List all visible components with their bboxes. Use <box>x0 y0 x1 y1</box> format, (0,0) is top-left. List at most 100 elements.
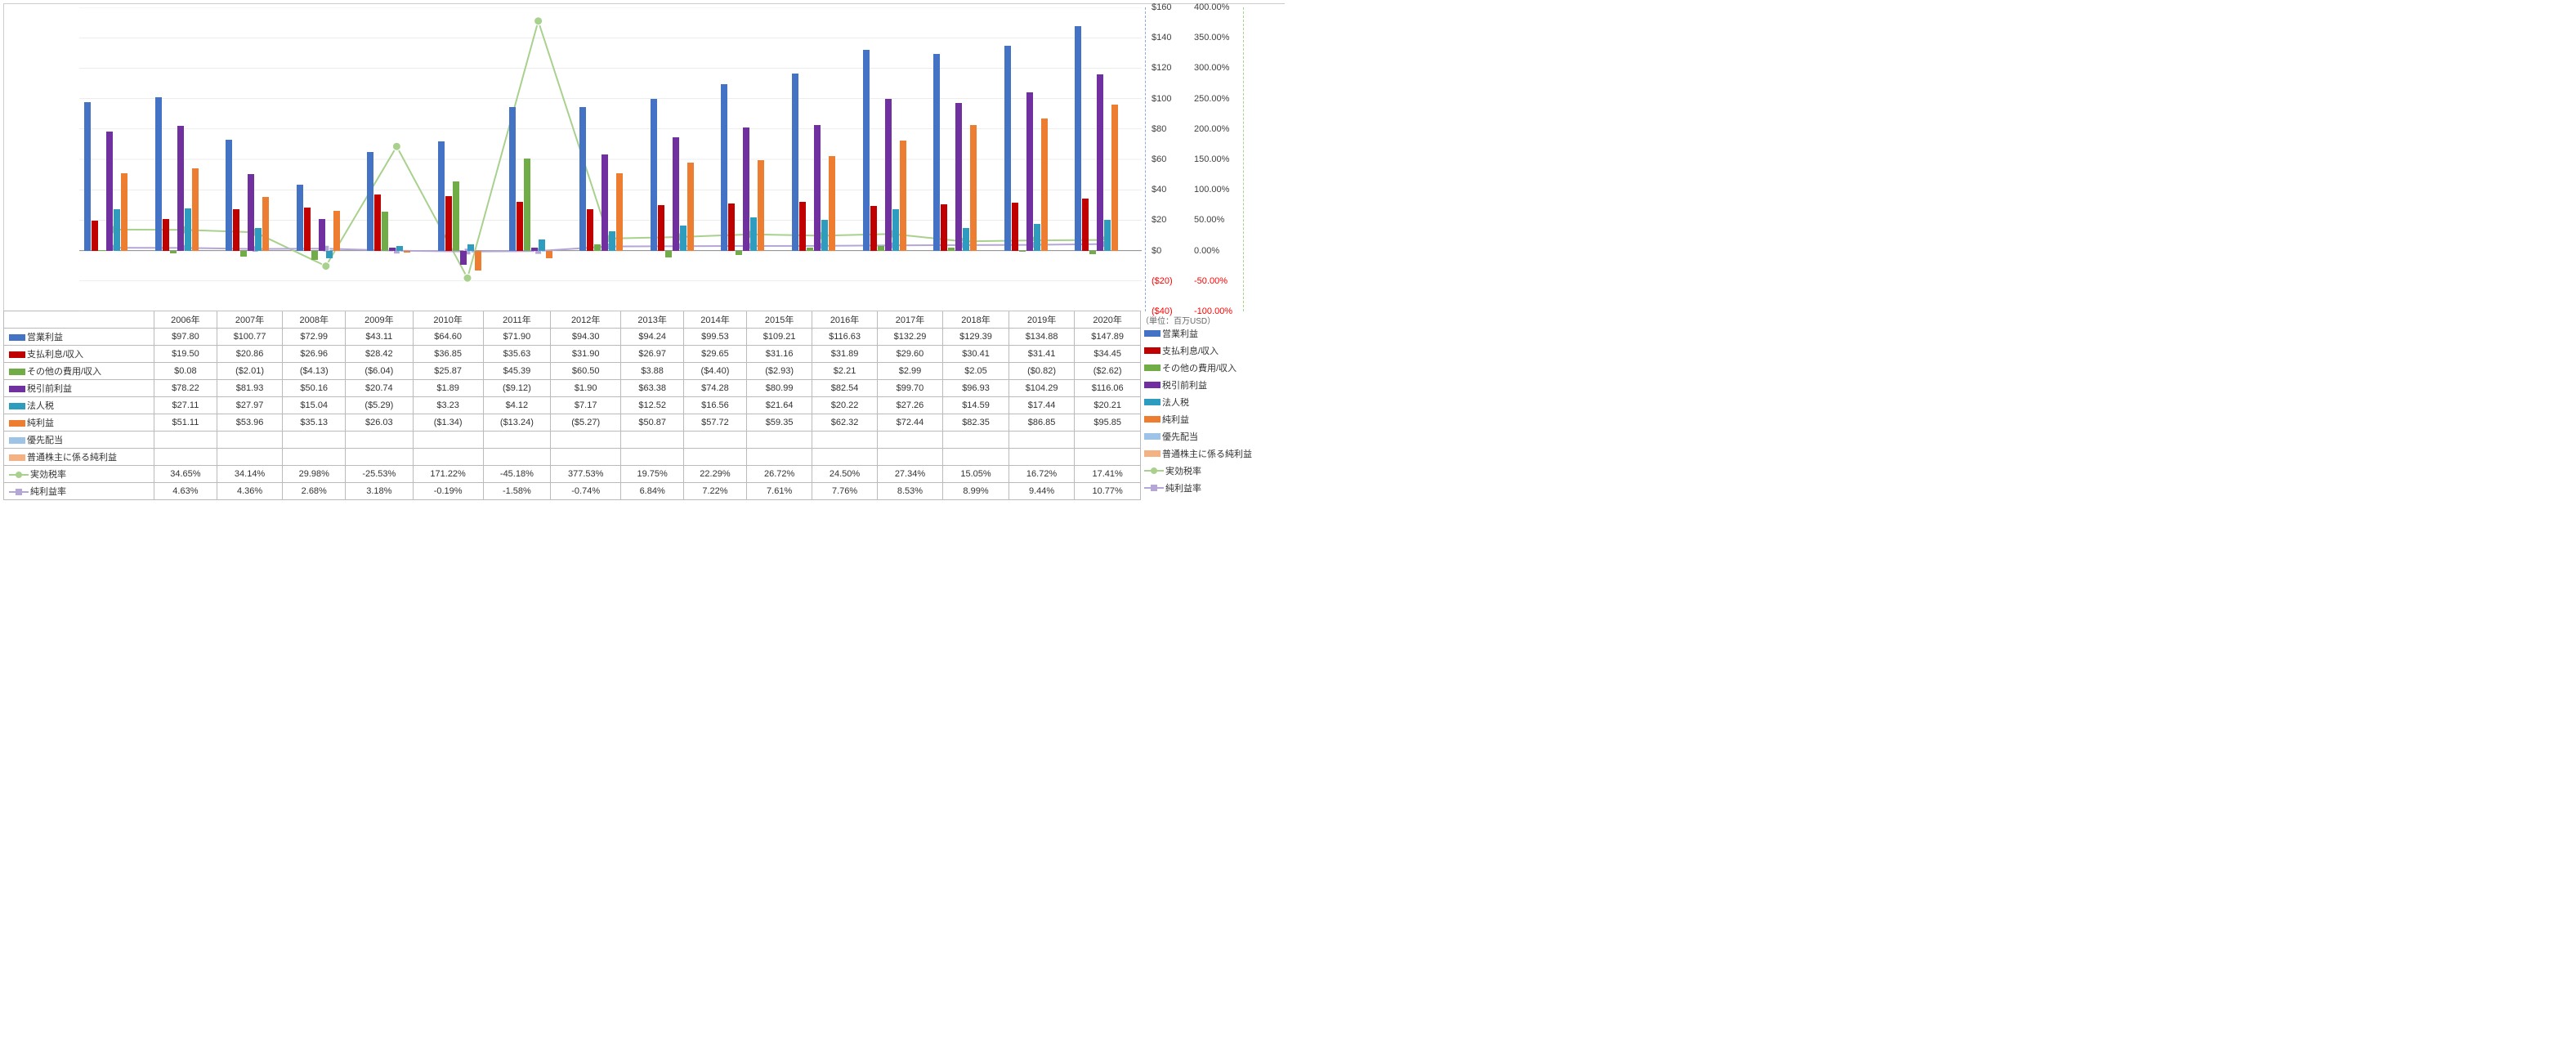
axis-right-tick: 150.00% <box>1194 154 1229 164</box>
data-cell: -25.53% <box>346 466 413 483</box>
series-label: 純利益率 <box>4 483 154 500</box>
data-cell: $30.41 <box>943 346 1009 363</box>
axis-left-tick: $60 <box>1152 154 1166 164</box>
data-cell: 17.41% <box>1075 466 1141 483</box>
legend-item-tax: 法人税 <box>1144 394 1283 410</box>
legend-label: 支払利息/収入 <box>1162 344 1219 357</box>
data-cell: -1.58% <box>483 483 550 500</box>
data-cell: $26.97 <box>621 346 684 363</box>
legend-label: 純利益 <box>1162 413 1189 426</box>
bar-ebt <box>673 137 679 250</box>
axis-left-tick: $0 <box>1152 246 1161 256</box>
data-cell: $3.23 <box>413 397 483 414</box>
bar-ni <box>475 251 481 271</box>
axis-right-labels: -100.00%-50.00%0.00%50.00%100.00%150.00%… <box>1191 4 1240 311</box>
bar-ebt <box>177 126 184 250</box>
legend-label: 実効税率 <box>1165 464 1201 477</box>
bar-tax <box>1034 224 1040 250</box>
bar-oth <box>665 251 672 257</box>
data-cell: 16.72% <box>1008 466 1075 483</box>
data-cell: 4.63% <box>154 483 217 500</box>
legend-swatch-icon <box>1144 382 1161 388</box>
data-cell: $82.54 <box>812 380 877 397</box>
year-header: 2012年 <box>551 311 621 329</box>
data-cell: $51.11 <box>154 414 217 432</box>
bar-int <box>517 202 523 250</box>
legend-label: 優先配当 <box>1162 430 1198 443</box>
data-cell <box>621 432 684 449</box>
data-cell: ($4.13) <box>283 363 346 380</box>
data-cell <box>483 449 550 466</box>
legend-label: 普通株主に係る純利益 <box>1162 447 1252 460</box>
bar-ebt <box>814 125 821 251</box>
bar-tax <box>185 208 191 251</box>
chart-container: ($40)($20)$0$20$40$60$80$100$120$140$160… <box>0 0 1288 503</box>
bar-op <box>792 74 798 251</box>
legend-item-npm: 純利益率 <box>1144 480 1283 496</box>
bar-int <box>941 204 947 251</box>
legend-swatch-icon <box>1144 450 1161 457</box>
data-cell: $36.85 <box>413 346 483 363</box>
data-cell: $31.41 <box>1008 346 1075 363</box>
bar-tax <box>326 251 333 259</box>
axis-left-line <box>1145 7 1146 311</box>
legend-item-ni: 純利益 <box>1144 411 1283 427</box>
data-cell: 34.14% <box>217 466 283 483</box>
bar-int <box>799 202 806 250</box>
legend-label: その他の費用/収入 <box>1162 361 1237 374</box>
data-cell: $12.52 <box>621 397 684 414</box>
data-cell: $60.50 <box>551 363 621 380</box>
data-cell: $29.65 <box>684 346 747 363</box>
data-cell: $31.89 <box>812 346 877 363</box>
data-cell: -45.18% <box>483 466 550 483</box>
bar-ebt <box>1026 92 1033 251</box>
data-cell: 19.75% <box>621 466 684 483</box>
data-cell: 4.36% <box>217 483 283 500</box>
bar-ni <box>192 168 199 250</box>
legend-label: 税引前利益 <box>1162 378 1207 391</box>
table-row-op: 営業利益$97.80$100.77$72.99$43.11$64.60$71.9… <box>4 329 1141 346</box>
bar-ni <box>1041 119 1048 251</box>
data-cell: $86.85 <box>1008 414 1075 432</box>
bar-int <box>587 209 593 250</box>
data-cell: $57.72 <box>684 414 747 432</box>
bar-int <box>304 208 311 251</box>
series-label: 営業利益 <box>4 329 154 346</box>
legend-item-int: 支払利息/収入 <box>1144 342 1283 359</box>
data-cell: $35.13 <box>283 414 346 432</box>
data-cell: $14.59 <box>943 397 1009 414</box>
bar-ni <box>1111 105 1118 250</box>
bar-ni <box>829 156 835 251</box>
data-cell: ($6.04) <box>346 363 413 380</box>
bar-tax <box>609 231 615 250</box>
data-cell: $0.08 <box>154 363 217 380</box>
bar-tax <box>114 209 120 250</box>
data-cell: $15.04 <box>283 397 346 414</box>
data-cell <box>1008 432 1075 449</box>
data-cell <box>812 432 877 449</box>
data-cell: $25.87 <box>413 363 483 380</box>
data-cell: $116.06 <box>1075 380 1141 397</box>
data-cell: $134.88 <box>1008 329 1075 346</box>
data-cell: 7.61% <box>746 483 812 500</box>
bar-oth <box>453 181 459 250</box>
legend-item-com: 普通株主に係る純利益 <box>1144 445 1283 462</box>
bar-op <box>226 140 232 251</box>
data-cell: $26.03 <box>346 414 413 432</box>
bar-ni <box>970 125 977 250</box>
bar-int <box>163 219 169 251</box>
series-label: 支払利息/収入 <box>4 346 154 363</box>
axis-left-tick: $140 <box>1152 33 1171 42</box>
data-cell: 171.22% <box>413 466 483 483</box>
bar-oth <box>878 246 884 251</box>
bar-tax <box>750 217 757 250</box>
data-cell: $19.50 <box>154 346 217 363</box>
data-cell <box>154 432 217 449</box>
data-cell: ($2.01) <box>217 363 283 380</box>
legend-item-op: 営業利益 <box>1144 325 1283 342</box>
data-cell <box>483 432 550 449</box>
bar-tax <box>539 239 545 250</box>
data-cell: $43.11 <box>346 329 413 346</box>
bar-oth <box>1089 251 1096 255</box>
legend-swatch-icon <box>1144 416 1161 423</box>
